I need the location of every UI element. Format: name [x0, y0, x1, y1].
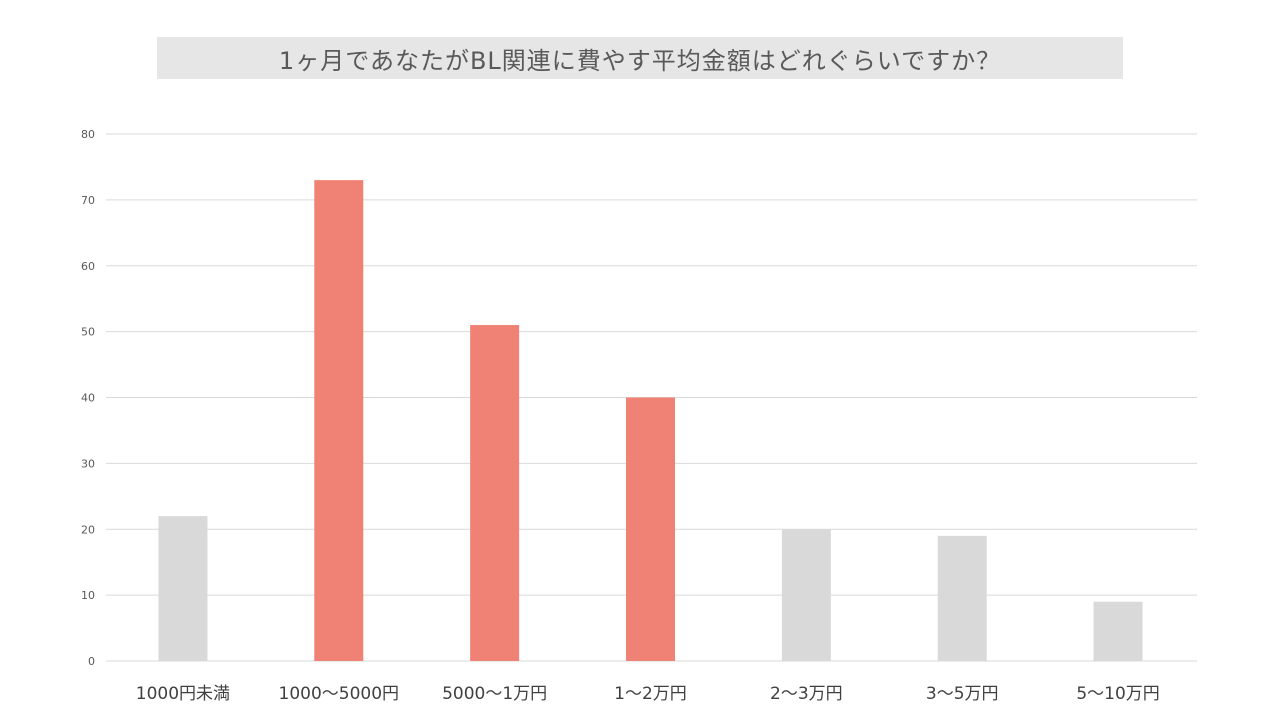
- x-category-label: 3〜5万円: [926, 684, 999, 704]
- bar-3: [626, 397, 675, 661]
- bars: [158, 180, 1143, 662]
- y-tick-label: 20: [81, 523, 95, 536]
- bar-4: [781, 529, 831, 661]
- chart-title: 1ヶ月であなたがBL関連に費やす平均金額はどれぐらいですか？: [278, 46, 1002, 75]
- y-tick-label: 30: [81, 457, 95, 470]
- chart-title-box: 1ヶ月であなたがBL関連に費やす平均金額はどれぐらいですか？: [157, 37, 1123, 79]
- y-tick-label: 0: [88, 655, 95, 668]
- x-category-label: 1000〜5000円: [279, 684, 400, 704]
- bar-1: [314, 180, 364, 662]
- bar-6: [1093, 601, 1143, 661]
- y-tick-label: 70: [81, 194, 95, 207]
- x-category-label: 1000円未満: [136, 684, 230, 704]
- x-category-label: 5000〜1万円: [442, 684, 547, 704]
- bar-0: [158, 516, 208, 661]
- y-axis-tick-labels: 0 10 20 30 40 50 60 70 80: [81, 128, 95, 668]
- bar-2: [470, 325, 520, 661]
- y-tick-label: 40: [81, 392, 95, 405]
- y-tick-label: 10: [81, 589, 95, 602]
- x-category-label: 2〜3万円: [770, 684, 843, 704]
- x-axis-category-labels: 1000円未満 1000〜5000円 5000〜1万円 1〜2万円 2〜3万円 3〜5万円…: [136, 684, 1160, 704]
- x-category-label: 1〜2万円: [614, 684, 687, 704]
- y-tick-label: 60: [81, 260, 95, 273]
- bar-5: [937, 535, 987, 661]
- y-tick-label: 50: [81, 326, 95, 339]
- x-category-label: 5〜10万円: [1076, 684, 1159, 704]
- y-tick-label: 80: [81, 128, 95, 141]
